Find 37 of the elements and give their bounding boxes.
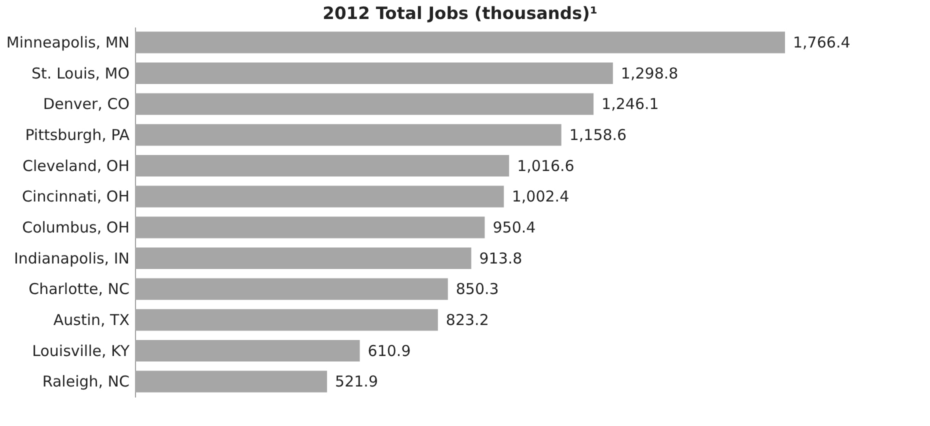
data-label: 823.2 (446, 310, 489, 329)
y-tick-label: Raleigh, NC (42, 372, 130, 391)
y-tick-label: Cleveland, OH (22, 156, 130, 175)
bar (135, 186, 504, 208)
data-label: 610.9 (368, 342, 411, 360)
data-label: 1,002.4 (512, 188, 570, 206)
bar (135, 32, 785, 54)
bar (135, 216, 485, 238)
y-tick-label: St. Louis, MO (32, 64, 130, 82)
y-tick-label: Charlotte, NC (28, 280, 130, 298)
y-tick-label: Denver, CO (43, 95, 130, 114)
data-label: 521.9 (335, 372, 378, 391)
data-label: 1,158.6 (569, 126, 627, 144)
bar (135, 62, 613, 84)
y-tick-label: Pittsburgh, PA (25, 126, 130, 144)
bar (135, 93, 594, 115)
data-label: 850.3 (456, 280, 499, 298)
bar (135, 278, 448, 300)
y-tick-label: Indianapolis, IN (14, 249, 130, 268)
data-label: 1,246.1 (602, 95, 659, 114)
bar (135, 247, 472, 270)
bar (135, 370, 328, 392)
data-label: 913.8 (479, 249, 522, 268)
y-tick-label: Cincinnati, OH (22, 188, 130, 206)
y-tick-label: Louisville, KY (32, 342, 130, 360)
y-tick-label: Columbus, OH (22, 218, 130, 236)
data-label: 1,766.4 (793, 33, 850, 52)
data-label: 1,298.8 (620, 64, 678, 82)
chart-title: 2012 Total Jobs (thousands)¹ (322, 4, 598, 24)
bar (135, 124, 562, 146)
bar (135, 309, 438, 331)
bar (135, 340, 360, 362)
data-label: 1,016.6 (517, 156, 574, 175)
bar (135, 154, 510, 177)
y-tick-label: Austin, TX (53, 310, 130, 329)
data-label: 950.4 (492, 218, 536, 236)
y-tick-label: Minneapolis, MN (6, 33, 130, 52)
